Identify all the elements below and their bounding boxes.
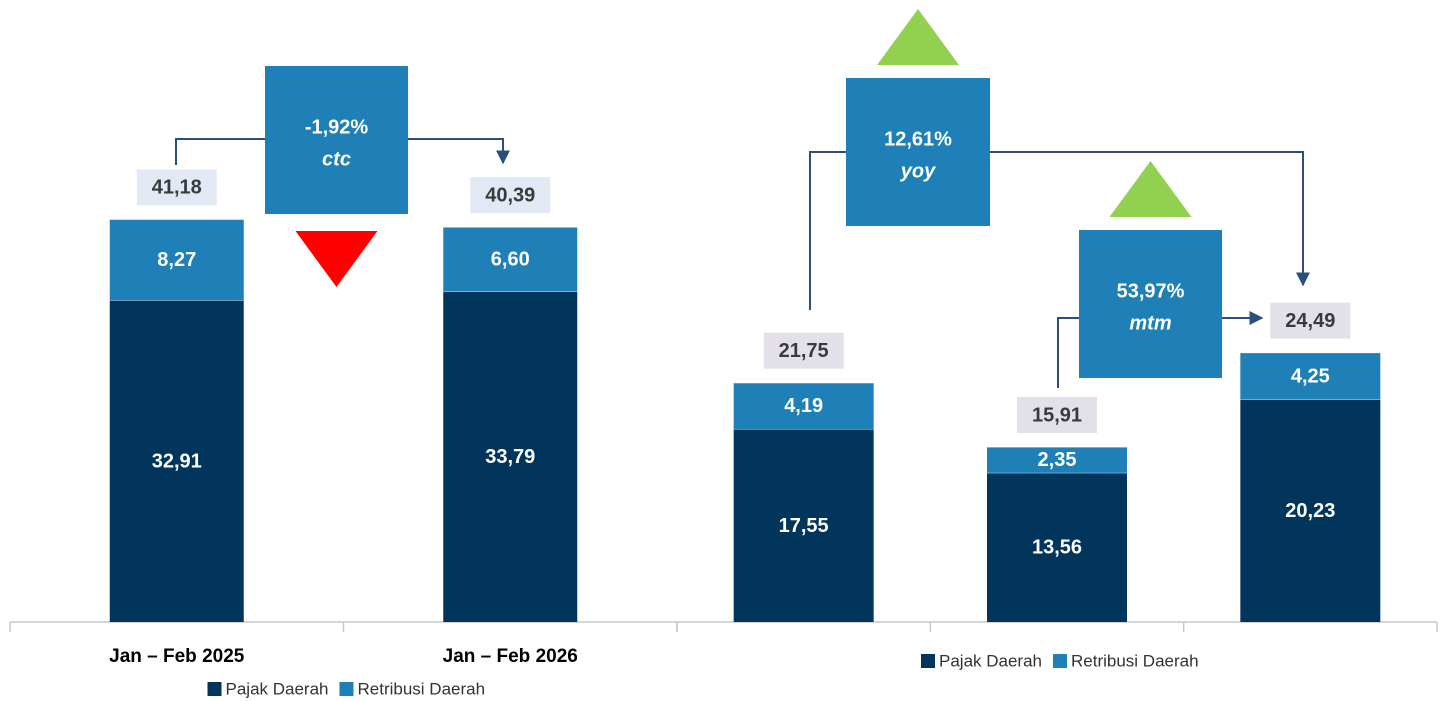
- total-box: [470, 177, 551, 214]
- value-label: 32,91: [152, 450, 202, 472]
- total-label: 21,75: [779, 340, 829, 362]
- up-triangle: [877, 9, 959, 65]
- x-tick-label: Jan – Feb 2025: [109, 646, 245, 667]
- value-label: 8,27: [157, 249, 196, 271]
- value-label: 33,79: [485, 446, 535, 468]
- bar-segment: [1240, 352, 1381, 400]
- bar-segment: [109, 219, 244, 301]
- legend-swatch: [921, 654, 935, 668]
- legend-swatch: [207, 682, 222, 696]
- connector: [1057, 317, 1079, 388]
- total-box: [136, 169, 217, 206]
- total-label: 41,18: [152, 177, 202, 199]
- bar-segment: [987, 446, 1127, 473]
- total-label: 40,39: [485, 184, 535, 206]
- x-tick-label: Jan – Feb 2026: [443, 646, 578, 667]
- bar-segment: [987, 472, 1127, 622]
- bar-segment: [733, 382, 874, 429]
- legend-label: Pajak Daerah: [939, 651, 1042, 670]
- bar-segment: [443, 227, 578, 292]
- value-label: 4,19: [784, 395, 823, 417]
- up-triangle: [1109, 161, 1192, 217]
- legend-label: Pajak Daerah: [226, 679, 329, 698]
- legend-label: Retribusi Daerah: [1071, 651, 1199, 670]
- change-box: [1079, 230, 1222, 378]
- connector: [408, 138, 510, 165]
- value-label: 13,56: [1032, 537, 1082, 559]
- change-label: 12,61%: [884, 128, 952, 150]
- value-label: 20,23: [1285, 500, 1335, 522]
- connector: [990, 151, 1310, 287]
- down-triangle: [295, 231, 378, 287]
- value-label: 6,60: [491, 249, 530, 271]
- change-box: [265, 66, 408, 214]
- bar-segment: [1240, 399, 1381, 622]
- change-label: 53,97%: [1117, 280, 1185, 302]
- value-label: 17,55: [779, 515, 829, 537]
- value-label: 4,25: [1291, 365, 1330, 387]
- change-label: -1,92%: [305, 116, 369, 138]
- connector: [809, 151, 846, 310]
- bar-segment: [443, 291, 578, 622]
- total-box: [1270, 302, 1351, 339]
- legend-swatch: [339, 682, 354, 696]
- bar-segment: [109, 300, 244, 622]
- legend-swatch: [1053, 654, 1067, 668]
- change-note: mtm: [1129, 312, 1171, 334]
- total-label: 15,91: [1032, 404, 1082, 426]
- change-box: [846, 78, 990, 226]
- connector: [175, 138, 265, 165]
- total-box: [763, 332, 844, 369]
- bar-segment: [733, 428, 874, 622]
- value-label: 2,35: [1038, 449, 1077, 471]
- legend-label: Retribusi Daerah: [358, 679, 486, 698]
- total-label: 24,49: [1285, 310, 1335, 332]
- total-box: [1017, 396, 1097, 433]
- change-note: yoy: [900, 160, 936, 182]
- change-note: ctc: [322, 148, 351, 170]
